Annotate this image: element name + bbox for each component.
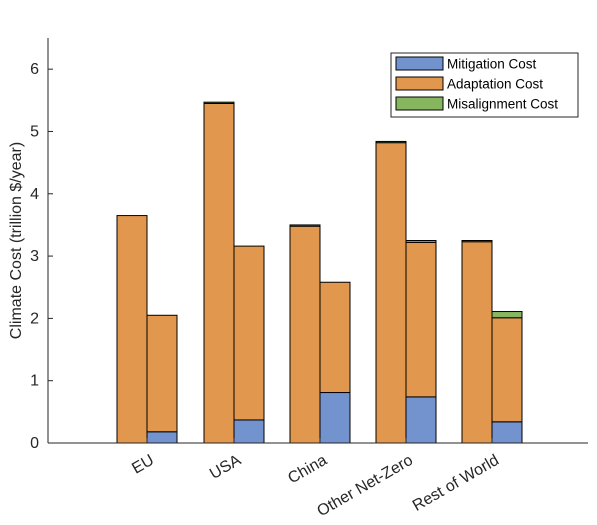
bar-segment-adaptation-cost [319, 281, 351, 394]
legend-label: Adaptation Cost [447, 77, 543, 92]
x-tick-label: Rest of World [410, 452, 502, 515]
bar-segment-mitigation-cost [233, 419, 265, 444]
bar-segment-adaptation-cost [491, 317, 523, 423]
bar-segment-adaptation-cost [461, 241, 493, 444]
bar-segment-adaptation-cost [405, 241, 437, 398]
bar-segment-adaptation-cost [203, 102, 235, 444]
bars-layer [116, 101, 523, 444]
y-tick-label: 0 [30, 435, 39, 452]
bar-segment-misalignment-cost [461, 240, 493, 243]
bar-segment-misalignment-cost [375, 140, 407, 144]
bar-segment-misalignment-cost [203, 101, 235, 104]
legend: Mitigation Cost Adaptation Cost Misalignme… [390, 52, 579, 118]
bar-segment-adaptation-cost [375, 142, 407, 444]
x-tick-label: USA [207, 452, 244, 483]
legend-swatch [395, 76, 444, 91]
y-tick-label: 4 [30, 186, 39, 203]
legend-swatch [395, 96, 444, 111]
bar-segment-mitigation-cost [146, 431, 178, 444]
bar-segment-misalignment-cost [491, 311, 523, 319]
y-tick-label: 1 [30, 373, 39, 390]
y-tick-label: 3 [30, 248, 39, 265]
bar-segment-misalignment-cost [289, 224, 321, 227]
y-tick-label: 2 [30, 310, 39, 327]
y-axis-label: Climate Cost (trillion $/year) [8, 142, 25, 339]
y-tick-label: 5 [30, 123, 39, 140]
bar-segment-adaptation-cost [289, 225, 321, 444]
legend-label: Misalignment Cost [447, 97, 558, 112]
y-tick-label: 6 [30, 61, 39, 78]
bar-segment-adaptation-cost [116, 215, 148, 444]
bar-segment-mitigation-cost [491, 421, 523, 444]
bar-segment-adaptation-cost [146, 314, 178, 433]
legend-label: Mitigation Cost [447, 57, 537, 72]
bar-segment-mitigation-cost [319, 392, 351, 444]
x-tick-label: EU [129, 452, 157, 478]
legend-swatch [395, 56, 444, 71]
x-tick-label: China [285, 452, 330, 488]
bar-segment-misalignment-cost [405, 240, 437, 243]
bar-segment-mitigation-cost [405, 396, 437, 444]
x-tick-label: Other Net-Zero [314, 452, 416, 521]
bar-segment-adaptation-cost [233, 245, 265, 421]
